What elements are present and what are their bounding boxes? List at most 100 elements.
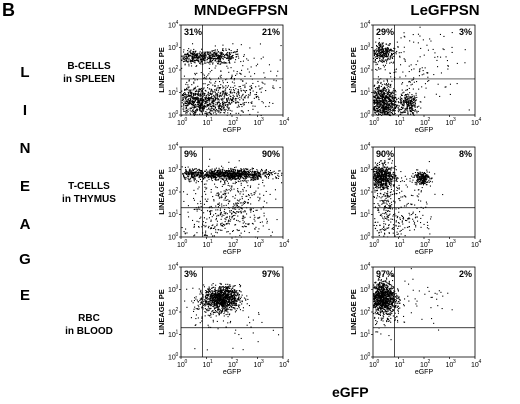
scatter-points: [184, 282, 280, 351]
y-axis-label: LINEAGE PE: [349, 289, 358, 334]
x-tick-exponent: 1: [210, 117, 213, 123]
y-tick-label: 10: [168, 355, 176, 362]
quadrant-label-upper-right: 2%: [459, 269, 472, 279]
y-tick-exponent: 2: [176, 187, 179, 193]
row-label-rbc: RBC in BLOOD: [45, 312, 133, 338]
side-letter-7: E: [19, 287, 30, 304]
y-tick-exponent: 2: [368, 65, 371, 71]
y-tick-label: 10: [360, 167, 368, 174]
plot-frame: [372, 266, 476, 358]
plot-frame: [180, 266, 284, 358]
x-tick-label: 10: [471, 120, 479, 127]
y-tick-exponent: 0: [176, 352, 179, 358]
row-label-b-cells: B-CELLS in SPLEEN: [45, 60, 133, 86]
plot-6: 10 0 10 1 10 2 10 3 10 410 010 110 210 310 4eGFPLINEAG…: [349, 262, 482, 376]
x-tick-exponent: 2: [236, 239, 239, 245]
side-letter-4: E: [19, 178, 30, 195]
quadrant-label-upper-left: 97%: [376, 269, 394, 279]
x-tick-exponent: 0: [185, 359, 188, 365]
y-tick-exponent: 1: [176, 88, 179, 94]
x-tick-exponent: 2: [236, 117, 239, 123]
plot-frame: [180, 146, 284, 238]
y-tick-label: 10: [360, 90, 368, 97]
x-tick-exponent: 3: [261, 117, 264, 123]
y-axis-label: LINEAGE PE: [157, 169, 166, 214]
x-tick-label: 10: [279, 120, 287, 127]
x-tick-label: 10: [254, 362, 262, 369]
y-tick-label: 10: [360, 355, 368, 362]
x-tick-exponent: 0: [377, 359, 380, 365]
y-tick-exponent: 0: [368, 110, 371, 116]
y-axis-label: LINEAGE PE: [349, 47, 358, 92]
y-tick-label: 10: [168, 235, 176, 242]
y-tick-label: 10: [168, 287, 176, 294]
x-tick-exponent: 0: [377, 117, 380, 123]
y-tick-label: 10: [360, 212, 368, 219]
scatter-points: [373, 154, 444, 238]
x-tick-label: 10: [420, 120, 428, 127]
y-tick-exponent: 2: [176, 307, 179, 313]
scatter-points: [181, 158, 283, 238]
y-tick-exponent: 4: [176, 262, 179, 268]
quadrant-label-upper-right: 97%: [262, 269, 280, 279]
plot-frame: [372, 146, 476, 238]
x-tick-exponent: 2: [428, 239, 431, 245]
x-tick-label: 10: [203, 242, 211, 249]
quadrant-label-upper-left: 29%: [376, 27, 394, 37]
y-tick-exponent: 1: [176, 330, 179, 336]
y-tick-exponent: 4: [368, 20, 371, 26]
plot-3: 10 0 10 1 10 2 10 3 10 410 010 110 210 310 4eGFPLINEAG…: [157, 142, 290, 256]
y-tick-exponent: 0: [176, 232, 179, 238]
side-letter-1: L: [20, 64, 30, 81]
y-tick-exponent: 3: [176, 43, 179, 49]
plot-2: 10 0 10 1 10 2 10 3 10 410 010 110 210 310 4eGFPLINEAG…: [349, 20, 482, 134]
panel-letter: B: [2, 0, 15, 20]
y-tick-label: 10: [360, 23, 368, 30]
y-tick-exponent: 0: [176, 110, 179, 116]
y-tick-exponent: 1: [368, 88, 371, 94]
row-label-line2: in SPLEEN: [63, 74, 115, 85]
x-tick-exponent: 3: [261, 239, 264, 245]
x-tick-label: 10: [395, 120, 403, 127]
x-tick-label: 10: [203, 120, 211, 127]
x-tick-exponent: 3: [453, 359, 456, 365]
y-tick-label: 10: [168, 310, 176, 317]
x-tick-label: 10: [395, 242, 403, 249]
x-tick-label: 10: [420, 362, 428, 369]
x-tick-exponent: 4: [479, 359, 482, 365]
side-letter-5: A: [19, 216, 31, 233]
x-tick-exponent: 2: [236, 359, 239, 365]
y-tick-exponent: 2: [368, 187, 371, 193]
x-tick-exponent: 3: [453, 117, 456, 123]
quadrant-label-upper-left: 9%: [184, 149, 197, 159]
y-axis-label: LINEAGE PE: [157, 289, 166, 334]
y-tick-label: 10: [168, 68, 176, 75]
y-tick-exponent: 3: [368, 285, 371, 291]
plot-frame: [180, 24, 284, 116]
y-tick-label: 10: [360, 190, 368, 197]
y-tick-label: 10: [168, 167, 176, 174]
x-tick-label: 10: [203, 362, 211, 369]
x-tick-exponent: 2: [428, 117, 431, 123]
x-tick-label: 10: [420, 242, 428, 249]
side-letter-3: N: [19, 140, 31, 157]
y-tick-label: 10: [360, 310, 368, 317]
quadrant-label-upper-left: 3%: [184, 269, 197, 279]
x-tick-exponent: 1: [210, 359, 213, 365]
y-tick-label: 10: [360, 265, 368, 272]
y-tick-label: 10: [168, 45, 176, 52]
x-tick-label: 10: [395, 362, 403, 369]
x-tick-label: 10: [254, 120, 262, 127]
y-tick-exponent: 0: [368, 232, 371, 238]
y-tick-exponent: 3: [368, 165, 371, 171]
y-tick-exponent: 3: [176, 165, 179, 171]
plot-4: 10 0 10 1 10 2 10 3 10 410 010 110 210 310 4eGFPLINEAG…: [349, 142, 482, 256]
y-tick-exponent: 4: [176, 142, 179, 148]
y-axis-label: LINEAGE PE: [157, 47, 166, 92]
x-axis-label: eGFP: [415, 127, 434, 134]
x-tick-label: 10: [369, 242, 377, 249]
x-tick-label: 10: [228, 120, 236, 127]
y-tick-label: 10: [360, 235, 368, 242]
x-tick-label: 10: [279, 242, 287, 249]
